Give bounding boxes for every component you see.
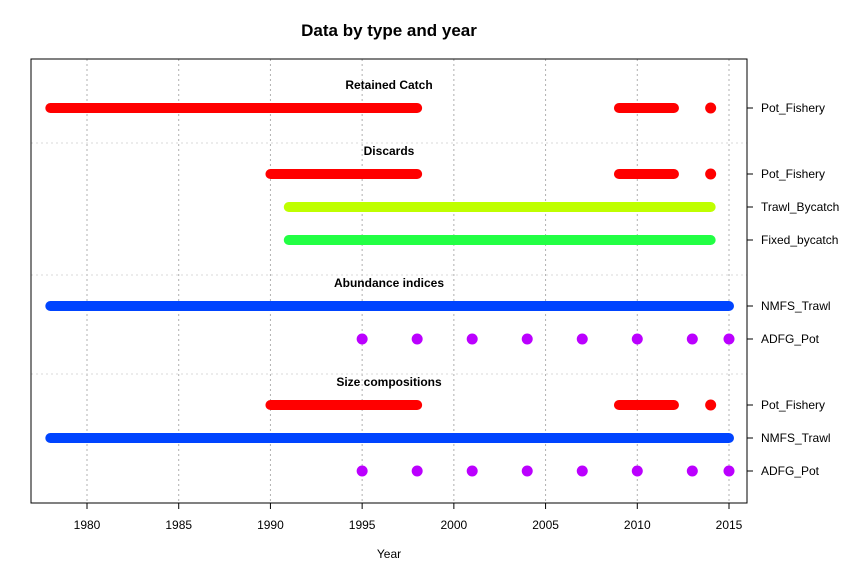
x-tick-label-1990: 1990	[257, 518, 284, 532]
point-s2-r1-3	[521, 333, 533, 345]
point-s1-r0-0	[705, 168, 717, 180]
point-s3-r2-6	[686, 465, 698, 477]
x-tick-label-2000: 2000	[441, 518, 468, 532]
point-s3-r2-1	[411, 465, 423, 477]
row-label-s0-r0: Pot_Fishery	[761, 101, 825, 115]
section-title-0: Retained Catch	[345, 78, 432, 92]
point-s3-r2-4	[576, 465, 588, 477]
x-axis: 1980 1985 1990 1995 2000 2005 2010 2015	[74, 503, 743, 532]
section-titles: Retained Catch Discards Abundance indices S…	[334, 78, 444, 389]
x-tick-label-1980: 1980	[74, 518, 101, 532]
row-label-s1-r2: Fixed_bycatch	[761, 233, 838, 247]
point-s0-r0-0	[705, 102, 717, 114]
point-s2-r1-5	[631, 333, 643, 345]
row-label-s3-r1: NMFS_Trawl	[761, 431, 831, 445]
point-s3-r2-2	[466, 465, 478, 477]
row-label-s1-r1: Trawl_Bycatch	[761, 200, 839, 214]
point-s3-r2-3	[521, 465, 533, 477]
plot-frame	[30, 58, 748, 504]
section-separators	[31, 142, 747, 375]
x-tick-label-1995: 1995	[349, 518, 376, 532]
grid-lines	[86, 59, 730, 503]
section-title-3: Size compositions	[336, 375, 442, 389]
row-label-s2-r1: ADFG_Pot	[761, 332, 820, 346]
point-s2-r1-2	[466, 333, 478, 345]
row-label-s3-r2: ADFG_Pot	[761, 464, 820, 478]
point-s2-r1-0	[356, 333, 368, 345]
x-axis-label: Year	[377, 547, 401, 561]
x-tick-label-2015: 2015	[716, 518, 743, 532]
point-s3-r2-0	[356, 465, 368, 477]
section-title-2: Abundance indices	[334, 276, 444, 290]
row-label-s2-r0: NMFS_Trawl	[761, 299, 831, 313]
right-y-axis: Pot_Fishery Pot_Fishery Trawl_Bycatch Fixed…	[747, 101, 839, 478]
point-s2-r1-1	[411, 333, 423, 345]
point-s3-r0-0	[705, 399, 717, 411]
data-marks	[45, 102, 735, 477]
point-s3-r2-7	[723, 465, 735, 477]
row-label-s1-r0: Pot_Fishery	[761, 167, 825, 181]
x-tick-label-1985: 1985	[165, 518, 192, 532]
x-tick-label-2010: 2010	[624, 518, 651, 532]
chart-title: Data by type and year	[301, 21, 477, 40]
point-s2-r1-4	[576, 333, 588, 345]
row-label-s3-r0: Pot_Fishery	[761, 398, 825, 412]
point-s2-r1-6	[686, 333, 698, 345]
point-s3-r2-5	[631, 465, 643, 477]
section-title-1: Discards	[364, 144, 415, 158]
x-tick-label-2005: 2005	[532, 518, 559, 532]
point-s2-r1-7	[723, 333, 735, 345]
